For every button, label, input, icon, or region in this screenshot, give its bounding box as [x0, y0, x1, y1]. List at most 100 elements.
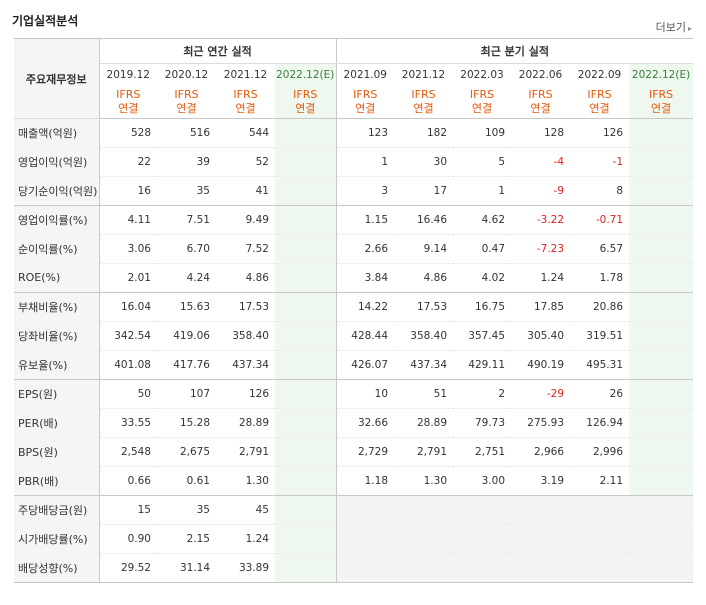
- row-label: 배당성향(%): [14, 553, 100, 583]
- table-cell: [335, 553, 395, 583]
- row-label: PBR(배): [14, 466, 100, 496]
- row-label: 시가배당률(%): [14, 524, 100, 554]
- row-label: 영업이익(억원): [14, 147, 100, 177]
- table-cell: 107: [157, 379, 216, 409]
- table-cell: 26: [570, 379, 630, 409]
- table-cell: 417.76: [157, 350, 216, 380]
- table-cell: 123: [335, 118, 395, 148]
- table-cell: 1.18: [335, 466, 395, 496]
- table-cell: 426.07: [335, 350, 395, 380]
- table-cell: 9.49: [216, 205, 275, 235]
- table-cell: [570, 495, 630, 525]
- basis-top: IFRS: [293, 88, 318, 101]
- table-cell: 17.85: [511, 292, 571, 322]
- table-row: 배당성향(%) 29.52 31.14 33.89: [14, 553, 694, 583]
- table-cell: 6.70: [157, 234, 216, 264]
- table-cell: 16.75: [453, 292, 512, 322]
- table-cell: 7.52: [216, 234, 275, 264]
- basis-header: IFRS 연결: [511, 86, 571, 119]
- table-row: EPS(원) 50 107 126 10 51 2 -29 26: [14, 379, 694, 409]
- table-cell: 22: [99, 147, 157, 177]
- table-cell: 2.66: [335, 234, 395, 264]
- table-cell: 14.22: [335, 292, 395, 322]
- table-cell: -7.23: [511, 234, 571, 264]
- basis-bottom: 연결: [530, 102, 551, 115]
- period-header: 2021.09: [335, 63, 395, 86]
- table-cell: 4.11: [99, 205, 157, 235]
- table-cell: [335, 524, 395, 554]
- row-label: 유보율(%): [14, 350, 100, 380]
- table-cell: 1.24: [216, 524, 275, 554]
- table-cell: 16.04: [99, 292, 157, 322]
- table-row: 부채비율(%) 16.04 15.63 17.53 14.22 17.53 16.75 17.…: [14, 292, 694, 322]
- row-label: BPS(원): [14, 437, 100, 467]
- basis-top: IFRS: [469, 88, 495, 101]
- period-header: 2022.06: [518, 69, 563, 81]
- table-cell: 305.40: [511, 321, 571, 351]
- table-cell: 490.19: [511, 350, 571, 380]
- table-row: PBR(배) 0.66 0.61 1.30 1.18 1.30 3.00 3.19 2.11: [14, 466, 694, 496]
- table-cell: [275, 553, 337, 583]
- table-cell: 31.14: [157, 553, 216, 583]
- basis-top: IFRS: [587, 88, 612, 101]
- table-cell: [275, 408, 337, 438]
- table-cell: 4.86: [394, 263, 454, 293]
- row-label: 부채비율(%): [14, 292, 100, 322]
- more-label: 더보기: [655, 21, 686, 34]
- table-cell: 2,791: [216, 437, 275, 467]
- table-cell: [275, 147, 337, 177]
- table-cell: 1: [453, 176, 512, 206]
- table-cell: [629, 379, 694, 409]
- table-cell: [511, 524, 571, 554]
- table-cell: 79.73: [453, 408, 512, 438]
- basis-header: IFRS 연결: [453, 86, 512, 119]
- more-link[interactable]: 더보기 ▸: [656, 19, 692, 35]
- row-label: 당좌비율(%): [14, 321, 100, 351]
- table-cell: 4.02: [453, 263, 512, 293]
- table-row: 유보율(%) 401.08 417.76 437.34 426.07 437.34 429.…: [14, 350, 694, 380]
- table-cell: [629, 437, 694, 467]
- table-cell: 15.63: [157, 292, 216, 322]
- basis-header: IFRS 연결: [335, 86, 395, 119]
- basis-top: IFRS: [411, 88, 436, 101]
- table-row: 당좌비율(%) 342.54 419.06 358.40 428.44 358.40 357…: [14, 321, 694, 351]
- table-cell: -0.71: [570, 205, 630, 235]
- table-cell: 3.06: [99, 234, 157, 264]
- table-cell: 52: [216, 147, 275, 177]
- annual-group-header: 최근 연간 실적: [99, 38, 337, 64]
- table-cell: 126: [570, 118, 630, 148]
- table-row: BPS(원) 2,548 2,675 2,791 2,729 2,791 2,751 2,96…: [14, 437, 694, 467]
- basis-bottom: 연결: [118, 102, 139, 115]
- table-cell: 20.86: [570, 292, 630, 322]
- table-cell: 1.30: [394, 466, 454, 496]
- table-cell: [511, 553, 571, 583]
- table-cell: [275, 379, 337, 409]
- table-cell: -3.22: [511, 205, 571, 235]
- table-cell: [275, 176, 337, 206]
- table-cell: 1.15: [335, 205, 395, 235]
- basis-top: IFRS: [353, 88, 378, 101]
- header-label: 주요재무정보: [14, 38, 100, 119]
- section-title: 기업실적분석: [12, 14, 79, 28]
- table-cell: [629, 176, 694, 206]
- table-cell: [629, 147, 694, 177]
- table-cell: 7.51: [157, 205, 216, 235]
- table-cell: 437.34: [216, 350, 275, 380]
- table-cell: 3.19: [511, 466, 571, 496]
- period-header: 2019.12: [106, 69, 150, 81]
- table-cell: 1: [335, 147, 395, 177]
- table-cell: 16.46: [394, 205, 454, 235]
- table-cell: 5: [453, 147, 512, 177]
- table-cell: [275, 234, 337, 264]
- table-cell: [629, 408, 694, 438]
- table-cell: [570, 553, 630, 583]
- table-cell: 109: [453, 118, 512, 148]
- table-cell: [629, 263, 694, 293]
- table-row: PER(배) 33.55 15.28 28.89 32.66 28.89 79.73 275.…: [14, 408, 694, 438]
- table-cell: 437.34: [394, 350, 454, 380]
- table-cell: 182: [394, 118, 454, 148]
- table-cell: 50: [99, 379, 157, 409]
- table-cell: [629, 350, 694, 380]
- table-row: ROE(%) 2.01 4.24 4.86 3.84 4.86 4.02 1.24 1.78: [14, 263, 694, 293]
- table-cell: 4.24: [157, 263, 216, 293]
